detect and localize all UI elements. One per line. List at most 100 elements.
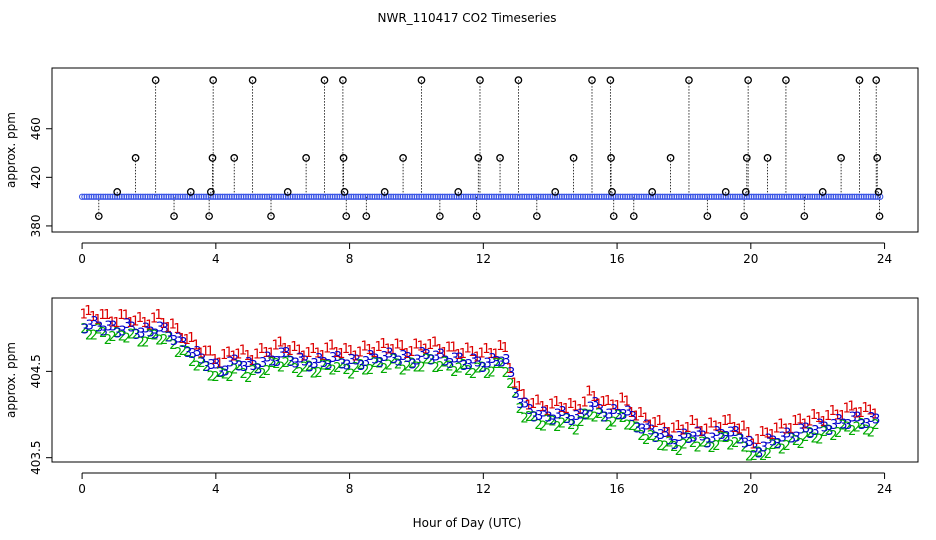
series-2-point: 2 <box>445 359 453 374</box>
x-tick-label: 16 <box>609 482 624 496</box>
series-3-point: 3 <box>718 428 726 443</box>
series-3-point: 3 <box>643 418 651 433</box>
spike-marker <box>417 76 426 84</box>
series-3-point: 3 <box>338 357 346 372</box>
series-1-point: 1 <box>197 346 205 361</box>
series-1-point: 1 <box>248 354 256 369</box>
series-2-point: 2 <box>94 323 102 338</box>
spike-marker <box>362 212 371 221</box>
series-3-point: 3 <box>867 411 875 426</box>
spike-marker <box>454 188 463 196</box>
spike-marker <box>874 188 883 196</box>
series-3-point: 3 <box>521 397 529 412</box>
top-plot-frame <box>51 67 919 233</box>
bottom-y-axis-label: approx. ppm <box>4 342 18 418</box>
series-1-point: 1 <box>557 401 565 416</box>
x-tick-label: 20 <box>743 482 758 496</box>
series-1-point: 1 <box>702 422 710 437</box>
series-1-point: 1 <box>698 425 706 440</box>
series-2-point: 2 <box>207 370 215 385</box>
series-2-point: 2 <box>155 333 163 348</box>
series-1-point: 1 <box>538 400 546 415</box>
series-3-point: 3 <box>132 328 140 343</box>
series-3-point: 3 <box>783 427 791 442</box>
series-1-point: 1 <box>314 347 322 362</box>
series-3-point: 3 <box>95 321 103 336</box>
series-3-point: 3 <box>469 352 477 367</box>
spike-marker <box>551 188 560 196</box>
bottom-y-axis: 403.5 404.5 <box>29 354 53 475</box>
series-1-point: 1 <box>229 349 237 364</box>
series-3-point: 3 <box>587 401 595 416</box>
series-3-point: 3 <box>137 326 145 341</box>
series-3-point: 3 <box>633 421 641 436</box>
series-2-point: 2 <box>754 446 762 461</box>
spike-marker <box>606 76 615 84</box>
series-2-point: 2 <box>576 415 584 430</box>
series-2-point: 2 <box>698 436 706 451</box>
spike-marker <box>339 76 347 84</box>
series-2-point: 2 <box>394 358 402 373</box>
spike-marker <box>569 154 578 162</box>
spike-marker <box>855 76 864 84</box>
series-3-point: 3 <box>352 354 360 369</box>
series-2-point: 2 <box>796 437 804 452</box>
series-2-point: 2 <box>853 420 861 435</box>
spike-marker <box>436 212 444 221</box>
series-3-point: 3 <box>86 318 94 333</box>
series-2-point: 2 <box>441 355 449 370</box>
spike-marker <box>206 188 215 196</box>
series-2-point: 2 <box>403 359 411 374</box>
series-3-point: 3 <box>161 321 169 336</box>
spike-marker <box>837 154 845 162</box>
x-tick-label: 20 <box>743 252 758 266</box>
series-1-point: 1 <box>239 344 247 359</box>
series-3-point: 3 <box>512 387 520 402</box>
series-1-point: 1 <box>112 316 120 331</box>
series-3-point: 3 <box>371 352 379 367</box>
series-2-point: 2 <box>633 421 641 436</box>
series-2-point: 2 <box>249 364 257 379</box>
series-1-point: 1 <box>323 342 331 357</box>
series-3-point: 3 <box>582 408 590 423</box>
series-1-point: 1 <box>866 403 874 418</box>
series-1-point: 1 <box>426 338 434 353</box>
series-3-point: 3 <box>760 441 768 456</box>
series-2-point: 2 <box>712 439 720 454</box>
series-1-point: 1 <box>332 346 340 361</box>
series-2-point: 2 <box>651 430 659 445</box>
series-3-point: 3 <box>217 366 225 381</box>
series-3-point: 3 <box>661 426 669 441</box>
series-1-point: 1 <box>576 403 584 418</box>
spike-marker <box>380 188 389 196</box>
series-3-point: 3 <box>498 355 506 370</box>
series-3-point: 3 <box>142 322 150 337</box>
spike-marker <box>588 76 596 84</box>
series-2-point: 2 <box>450 365 458 380</box>
spike-marker <box>113 188 122 196</box>
series-3-point: 3 <box>657 428 665 443</box>
series-3-point: 3 <box>526 403 534 418</box>
series-1-point: 1 <box>627 406 635 421</box>
series-2-point: 2 <box>647 429 655 444</box>
series-1-point: 1 <box>829 404 837 419</box>
series-1-point: 1 <box>632 409 640 424</box>
series-3-point: 3 <box>226 356 234 371</box>
series-2-point: 2 <box>235 359 243 374</box>
series-3-point: 3 <box>652 431 660 446</box>
series-1-point: 1 <box>440 346 448 361</box>
series-3-point: 3 <box>853 411 861 426</box>
series-1-point: 1 <box>623 394 631 409</box>
series-3-point: 3 <box>558 405 566 420</box>
series-1-point: 1 <box>459 347 467 362</box>
series-1-point: 1 <box>590 390 598 405</box>
series-3-point: 3 <box>390 352 398 367</box>
series-2-point: 2 <box>436 360 444 375</box>
series-3-point: 3 <box>797 423 805 438</box>
series-1-point: 1 <box>721 414 729 429</box>
series-3-point: 3 <box>671 438 679 453</box>
series-1-point: 1 <box>641 411 649 426</box>
series-2-point: 2 <box>820 425 828 440</box>
series-2-point: 2 <box>328 364 336 379</box>
series-3-point: 3 <box>123 317 131 332</box>
